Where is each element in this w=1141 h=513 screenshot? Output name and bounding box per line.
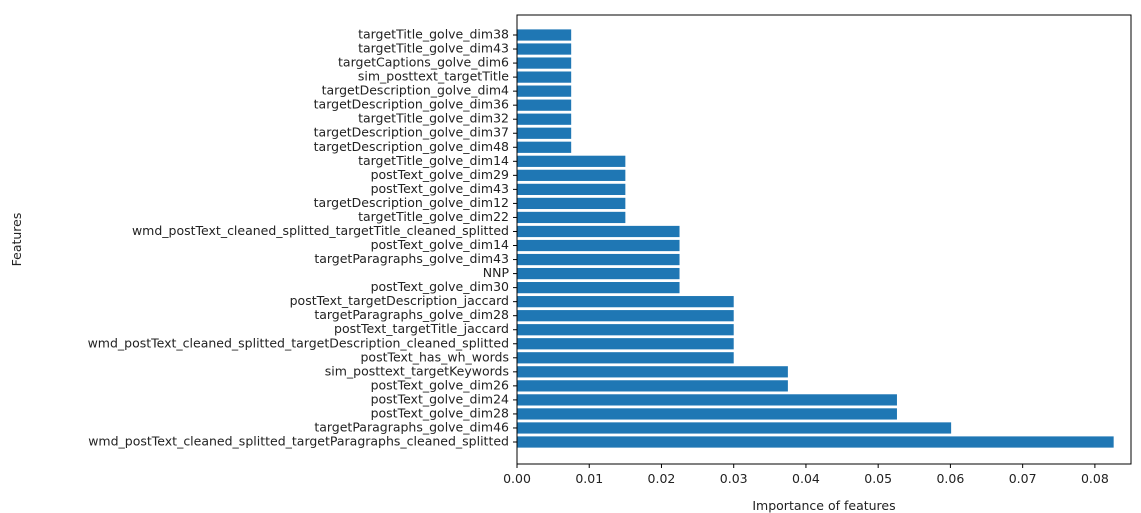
bar [517,310,734,322]
x-tick-label: 0.08 [1081,471,1109,486]
bar [517,296,734,308]
bar [517,366,788,378]
x-axis-title: Importance of features [752,498,895,513]
bar [517,267,680,280]
y-tick-label: targetTitle_golve_dim14 [358,153,509,168]
y-tick-label: postText_targetDescription_jaccard [290,293,509,308]
bar [517,127,572,139]
x-tick-label: 0.06 [936,471,964,486]
bar [517,155,626,167]
y-tick-label: postText_golve_dim43 [371,181,509,196]
bar [517,43,572,55]
bar [517,99,572,111]
bar [517,324,734,336]
bars-layer [517,29,1114,448]
y-tick-label: targetDescription_golve_dim48 [314,139,509,154]
y-tick-label: targetDescription_golve_dim37 [314,125,509,140]
y-tick-label: sim_posttext_targetKeywords [325,363,509,378]
bar [517,338,734,350]
bar [517,141,572,153]
y-tick-label: postText_golve_dim26 [371,377,509,392]
y-tick-label: targetCaptions_golve_dim6 [338,55,509,70]
bar [517,183,626,195]
bar [517,57,572,69]
y-tick-label: wmd_postText_cleaned_splitted_targetDesc… [88,335,509,350]
y-tick-label: targetDescription_golve_dim12 [314,195,509,210]
y-tick-label: postText_golve_dim24 [371,391,509,406]
bar [517,422,952,434]
bar [517,436,1114,448]
bar [517,225,680,238]
y-tick-label: targetParagraphs_golve_dim43 [314,251,509,266]
y-axis: wmd_postText_cleaned_splitted_targetPara… [88,27,517,449]
bar [517,394,897,406]
y-tick-label: postText_targetTitle_jaccard [334,321,509,336]
x-tick-label: 0.04 [792,471,820,486]
x-tick-label: 0.03 [720,471,748,486]
y-tick-label: sim_posttext_targetTitle [358,69,509,84]
y-tick-label: targetParagraphs_golve_dim46 [314,419,509,434]
y-tick-label: targetTitle_golve_dim22 [358,209,509,224]
y-tick-label: NNP [483,265,510,280]
x-tick-label: 0.00 [503,471,531,486]
y-tick-label: targetTitle_golve_dim38 [358,27,509,42]
y-tick-label: targetDescription_golve_dim36 [314,97,509,112]
bar [517,71,572,83]
x-tick-label: 0.07 [1009,471,1037,486]
y-tick-label: postText_golve_dim29 [371,167,509,182]
bar [517,211,626,224]
bar [517,352,734,364]
y-tick-label: postText_has_wh_words [360,349,509,364]
y-tick-label: targetTitle_golve_dim32 [358,111,509,126]
x-tick-label: 0.02 [648,471,676,486]
bar [517,380,788,392]
y-tick-label: targetTitle_golve_dim43 [358,41,509,56]
bar [517,408,897,420]
bar [517,29,572,41]
bar [517,169,626,181]
y-tick-label: targetParagraphs_golve_dim28 [314,307,509,322]
x-tick-label: 0.01 [575,471,603,486]
y-tick-label: postText_golve_dim30 [371,279,509,294]
y-tick-label: wmd_postText_cleaned_splitted_targetPara… [88,434,509,449]
y-tick-label: postText_golve_dim14 [371,237,509,252]
bar [517,282,680,294]
y-tick-label: wmd_postText_cleaned_splitted_targetTitl… [132,223,509,238]
bar [517,239,680,252]
y-tick-label: postText_golve_dim28 [371,405,509,420]
bar [517,253,680,266]
y-tick-label: targetDescription_golve_dim4 [322,83,509,98]
plot-frame [516,14,1132,465]
y-axis-title: Features [9,213,24,267]
bar [517,197,626,210]
x-tick-label: 0.05 [864,471,892,486]
bar [517,113,572,125]
bar [517,85,572,97]
x-axis: 0.00 0.01 0.02 0.03 0.04 0.05 0.06 0.07 0.08 [503,464,1109,486]
